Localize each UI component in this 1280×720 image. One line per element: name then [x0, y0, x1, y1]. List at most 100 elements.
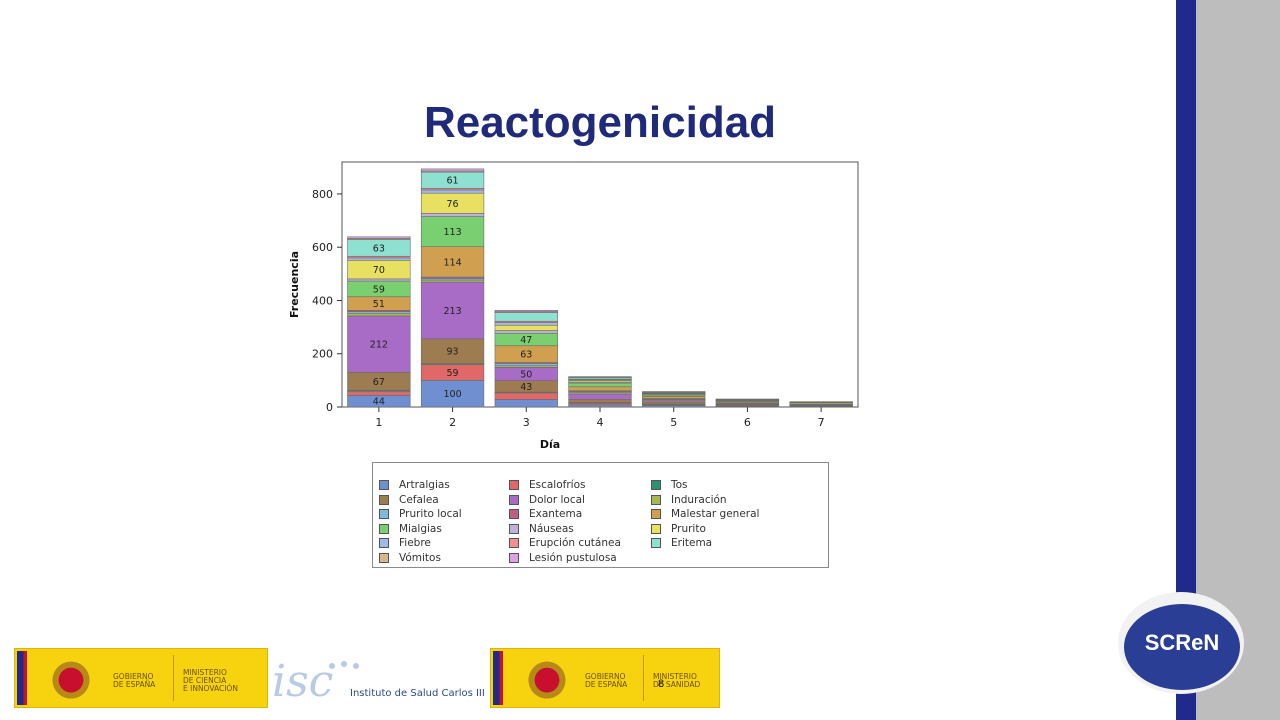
gobierno-label: GOBIERNO DE ESPAÑA [585, 672, 628, 689]
bar-segment [568, 382, 632, 388]
legend-item: Eritema [651, 537, 712, 549]
legend-label: Prurito local [399, 508, 462, 520]
bar-segment [494, 310, 558, 312]
bar-segment [494, 363, 558, 367]
ministerio-sanidad-label: MINISTERIO DE SANIDAD [653, 672, 701, 689]
isciii-name: Instituto de Salud Carlos III [350, 688, 485, 699]
bar-segment [494, 322, 558, 326]
legend-item: Exantema [509, 508, 582, 520]
legend-item: Lesión pustulosa [509, 552, 617, 564]
legend-swatch [509, 523, 519, 534]
y-tick-label: 800 [312, 188, 333, 201]
legend-swatch [509, 480, 519, 490]
legend-swatch [379, 538, 389, 548]
data-label: 70 [373, 265, 385, 276]
legend-label: Náuseas [529, 522, 574, 535]
gobierno-sanidad-logo: GOBIERNO DE ESPAÑA MINISTERIO DE SANIDAD [490, 648, 720, 708]
legend-label: Dolor local [529, 493, 585, 506]
data-label: 212 [370, 340, 388, 351]
legend-swatch [651, 538, 661, 548]
x-axis-label: Día [540, 438, 560, 451]
right-margin-strip [1170, 0, 1176, 720]
legend-item: Prurito [651, 523, 706, 535]
bar-segment [347, 278, 411, 282]
bar-segment [347, 390, 411, 396]
data-label: 93 [447, 347, 459, 358]
bar-segment [420, 168, 485, 172]
bar-segment [420, 213, 485, 217]
bar-segment [420, 189, 485, 194]
data-label: 51 [373, 299, 385, 310]
legend-swatch [509, 509, 519, 519]
legend-swatch [379, 480, 389, 490]
ministerio-ciencia-label: MINISTERIO DE CIENCIA E INNOVACIÓN [183, 668, 238, 693]
data-label: 59 [447, 368, 459, 379]
bar-segment [347, 257, 411, 261]
legend-swatch [379, 509, 389, 519]
data-label: 113 [444, 227, 462, 238]
gobierno-label: GOBIERNO DE ESPAÑA [113, 672, 156, 689]
bar-segment [789, 401, 853, 403]
legend-swatch [651, 480, 661, 490]
legend-label: Tos [671, 479, 688, 491]
bar-segment [347, 236, 411, 239]
legend-label: Mialgias [399, 522, 442, 535]
x-tick-label: 4 [597, 416, 604, 429]
legend-label: Artralgias [399, 479, 450, 491]
data-label: 213 [444, 306, 462, 317]
legend-swatch [379, 523, 389, 534]
legend-label: Malestar general [671, 508, 760, 520]
slide-title: Reactogenicidad [423, 98, 777, 147]
legend-swatch [509, 494, 519, 505]
y-axis-label: Frecuencia [288, 251, 301, 318]
bar-segment [420, 281, 485, 340]
bar-segment [568, 393, 632, 400]
x-tick-label: 3 [523, 416, 530, 429]
x-tick-label: 1 [375, 416, 382, 429]
legend-label: Prurito [671, 522, 706, 535]
legend-item: Artralgias [379, 479, 450, 491]
legend-item: Mialgias [379, 523, 442, 535]
data-label: 63 [373, 243, 385, 254]
legend-swatch [651, 509, 661, 519]
legend-label: Cefalea [399, 493, 439, 506]
bar-segment [420, 279, 485, 283]
legend-swatch [509, 538, 519, 548]
y-tick-label: 400 [312, 294, 333, 307]
legend-item: Malestar general [651, 508, 759, 520]
logo-separator [173, 655, 174, 701]
legend-label: Escalofríos [529, 479, 586, 491]
x-tick-label: 2 [449, 416, 456, 429]
legend-item: Tos [651, 479, 688, 491]
data-label: 44 [373, 397, 385, 408]
legend-swatch [651, 523, 661, 534]
x-tick-label: 6 [744, 416, 751, 429]
legend-label: Erupción cutánea [529, 537, 621, 549]
x-tick-label: 7 [818, 416, 825, 429]
legend-item: Escalofríos [509, 479, 585, 491]
bar-segment [568, 386, 632, 392]
data-label: 63 [520, 350, 532, 361]
right-blue-bar [1176, 0, 1196, 720]
legend-swatch [651, 494, 661, 505]
coat-of-arms-icon [51, 657, 91, 699]
legend-item: Náuseas [509, 523, 574, 535]
bar-segment [420, 380, 485, 408]
bar-segment [568, 376, 632, 378]
data-label: 59 [373, 284, 385, 295]
bar-segment [494, 392, 558, 400]
plot-area [341, 161, 859, 408]
data-label: 47 [520, 335, 532, 346]
legend-item: Vómitos [379, 552, 441, 564]
bar-segment [642, 396, 706, 399]
logo-separator [643, 655, 644, 701]
footer-logos: GOBIERNO DE ESPAÑA MINISTERIO DE CIENCIA… [0, 648, 1170, 710]
data-label: 114 [444, 257, 462, 268]
legend-item: Induración [651, 494, 727, 506]
coat-of-arms-icon [527, 657, 567, 699]
chart-legend: Artralgias Cefalea Prurito local Mialgias Fi… [372, 462, 829, 568]
data-label: 61 [447, 176, 459, 187]
legend-label: Induración [671, 493, 727, 506]
data-label: 67 [373, 377, 385, 388]
data-label: 76 [447, 199, 459, 210]
